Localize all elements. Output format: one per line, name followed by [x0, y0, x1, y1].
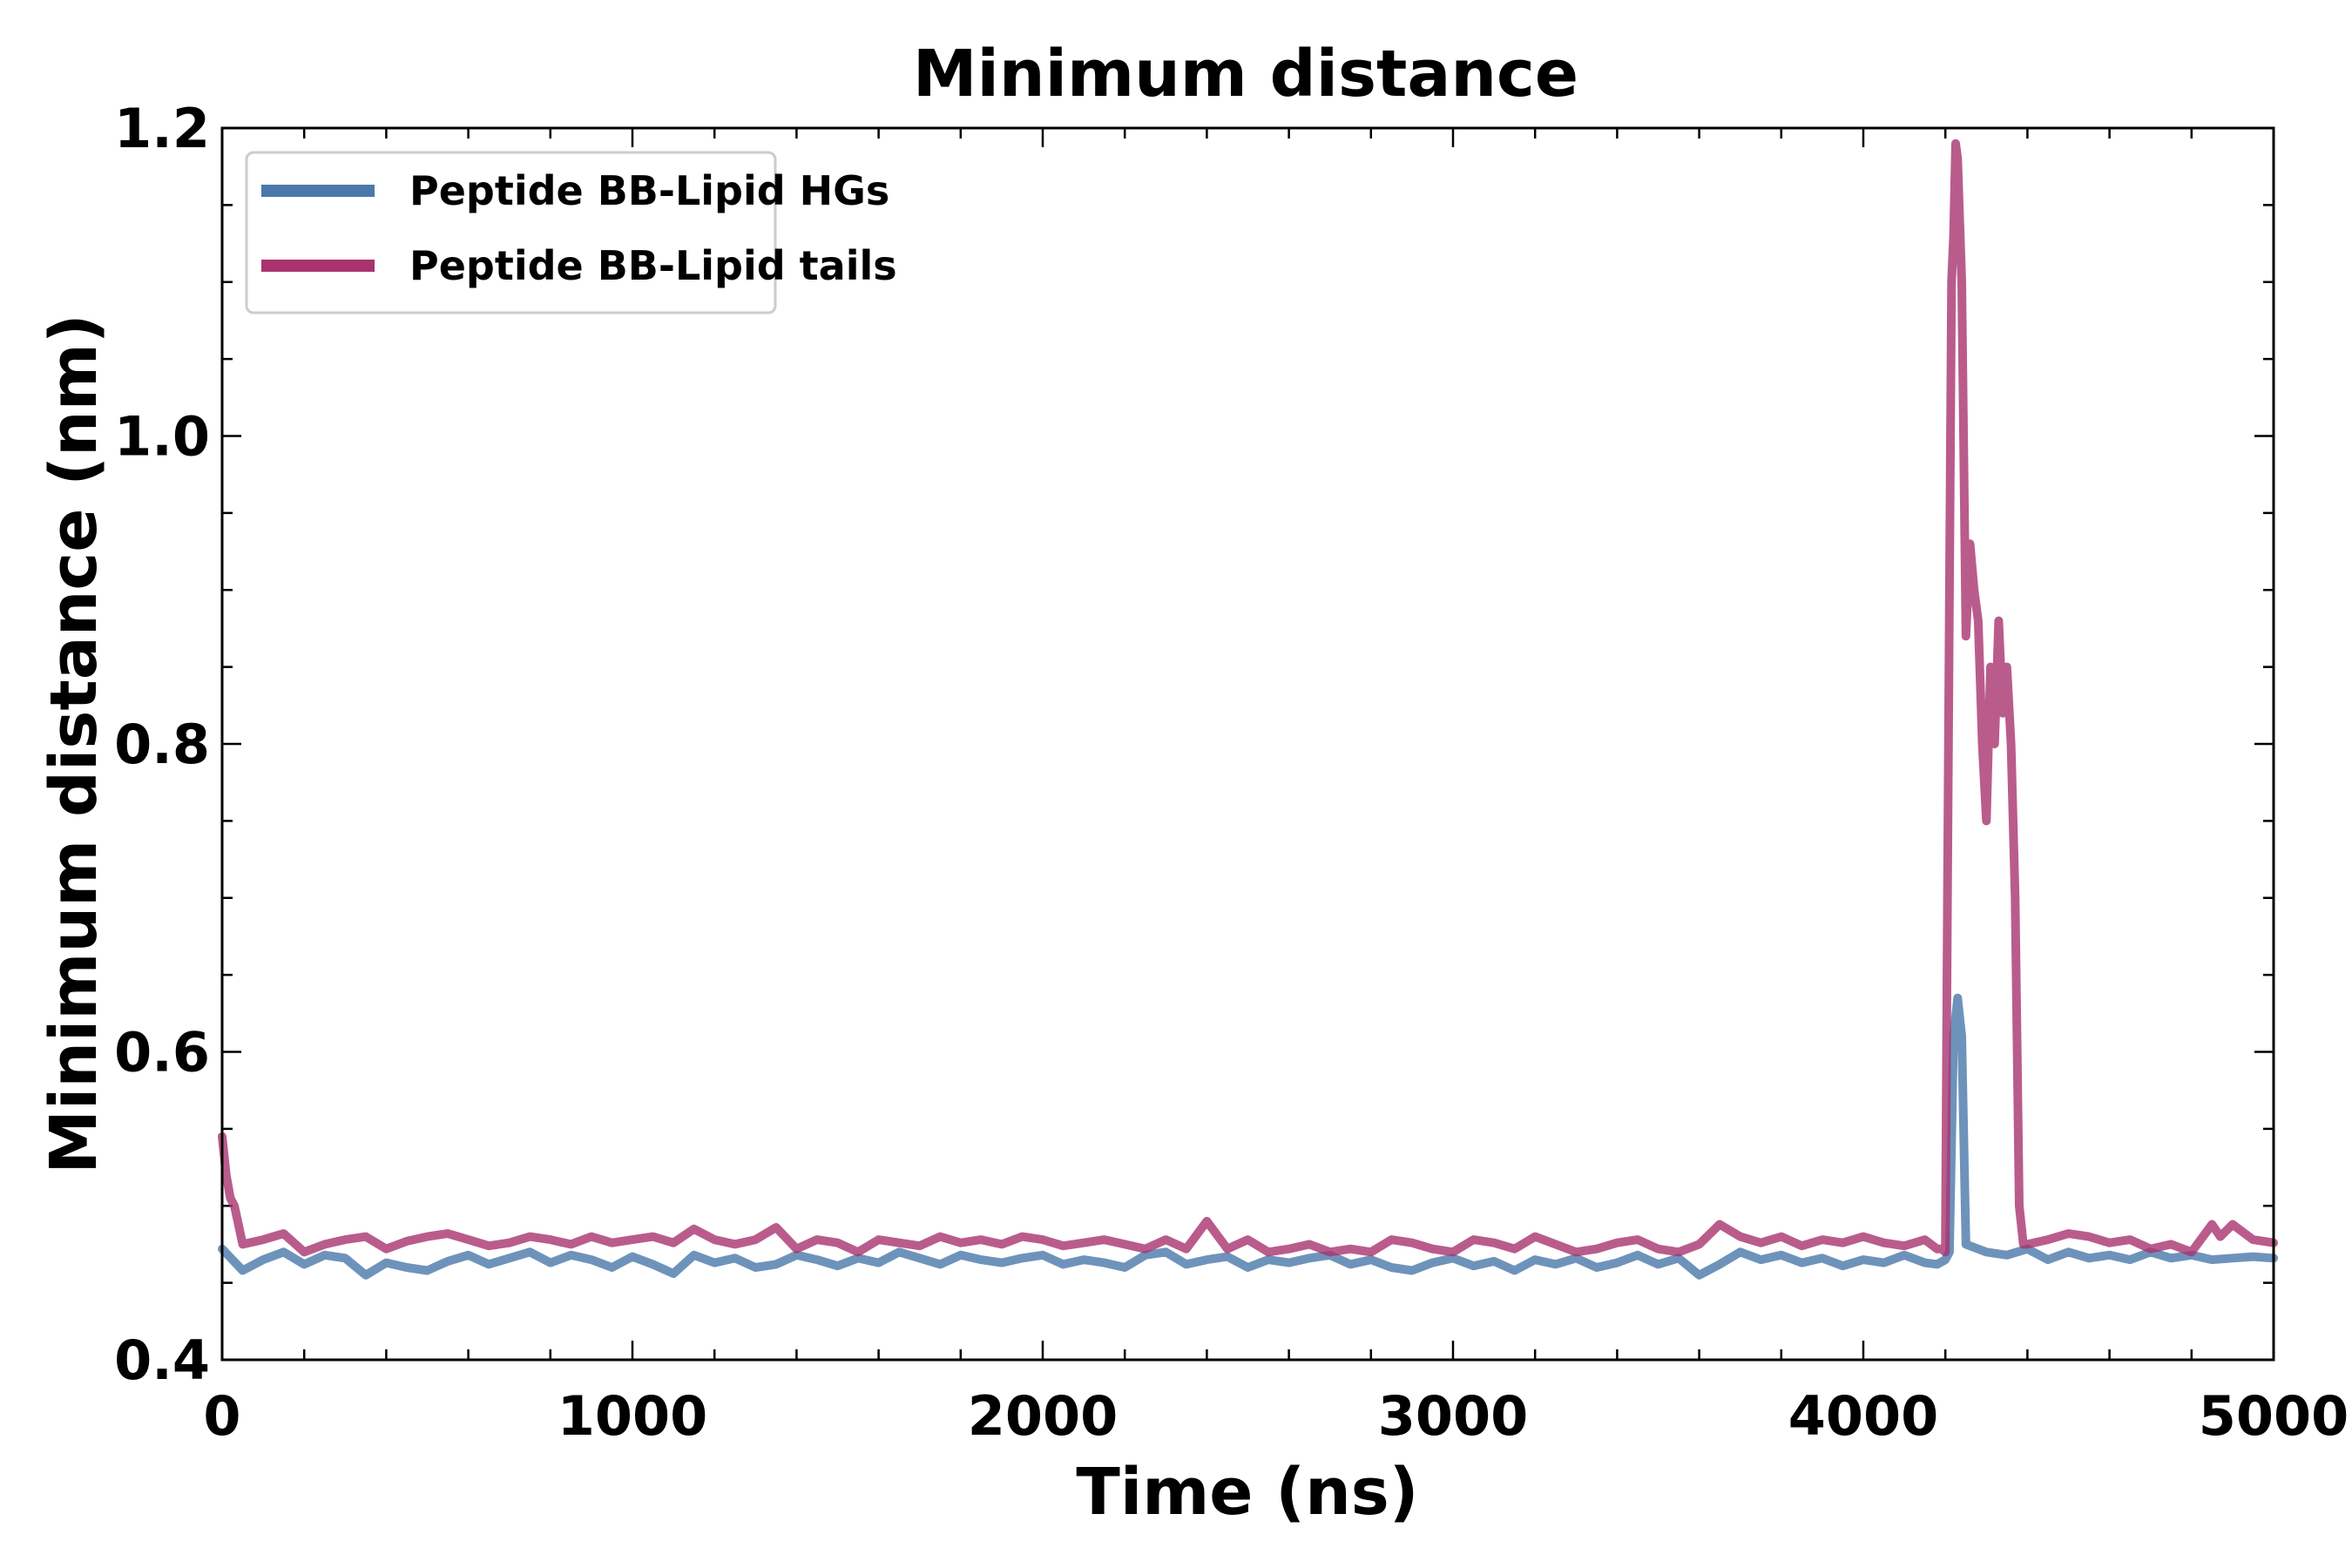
legend-frame [245, 151, 777, 314]
legend-label-hgs: Peptide BB-Lipid HGs [409, 167, 889, 214]
x-axis-label: Time (ns) [1076, 1455, 1418, 1530]
y-tick-label: 1.2 [114, 97, 210, 160]
plot-frame [220, 126, 2275, 1362]
legend: Peptide BB-Lipid HGs Peptide BB-Lipid ta… [245, 151, 897, 314]
y-tick-label: 1.0 [114, 405, 210, 469]
x-tick-label: 2000 [968, 1384, 1119, 1448]
series-line-1 [218, 139, 2278, 1257]
x-tick-label: 5000 [2199, 1384, 2349, 1448]
tick-labels: 0 1000 2000 3000 4000 5000 0.4 0.6 0.8 1.0 1.2 [114, 97, 2349, 1448]
x-tick-label: 0 [203, 1384, 240, 1448]
x-tick-label: 4000 [1788, 1384, 1939, 1448]
y-tick-label: 0.6 [114, 1021, 210, 1085]
axis-ticks [220, 126, 2275, 1362]
x-tick-label: 1000 [558, 1384, 708, 1448]
series-layer [218, 139, 2278, 1280]
y-axis-label: Minimum distance (nm) [37, 314, 112, 1173]
series-line-0 [218, 993, 2278, 1280]
legend-label-tails: Peptide BB-Lipid tails [409, 242, 897, 289]
x-tick-label: 3000 [1378, 1384, 1529, 1448]
y-tick-label: 0.4 [114, 1328, 210, 1392]
chart-title: Minimum distance [913, 37, 1578, 112]
y-tick-label: 0.8 [114, 713, 210, 776]
